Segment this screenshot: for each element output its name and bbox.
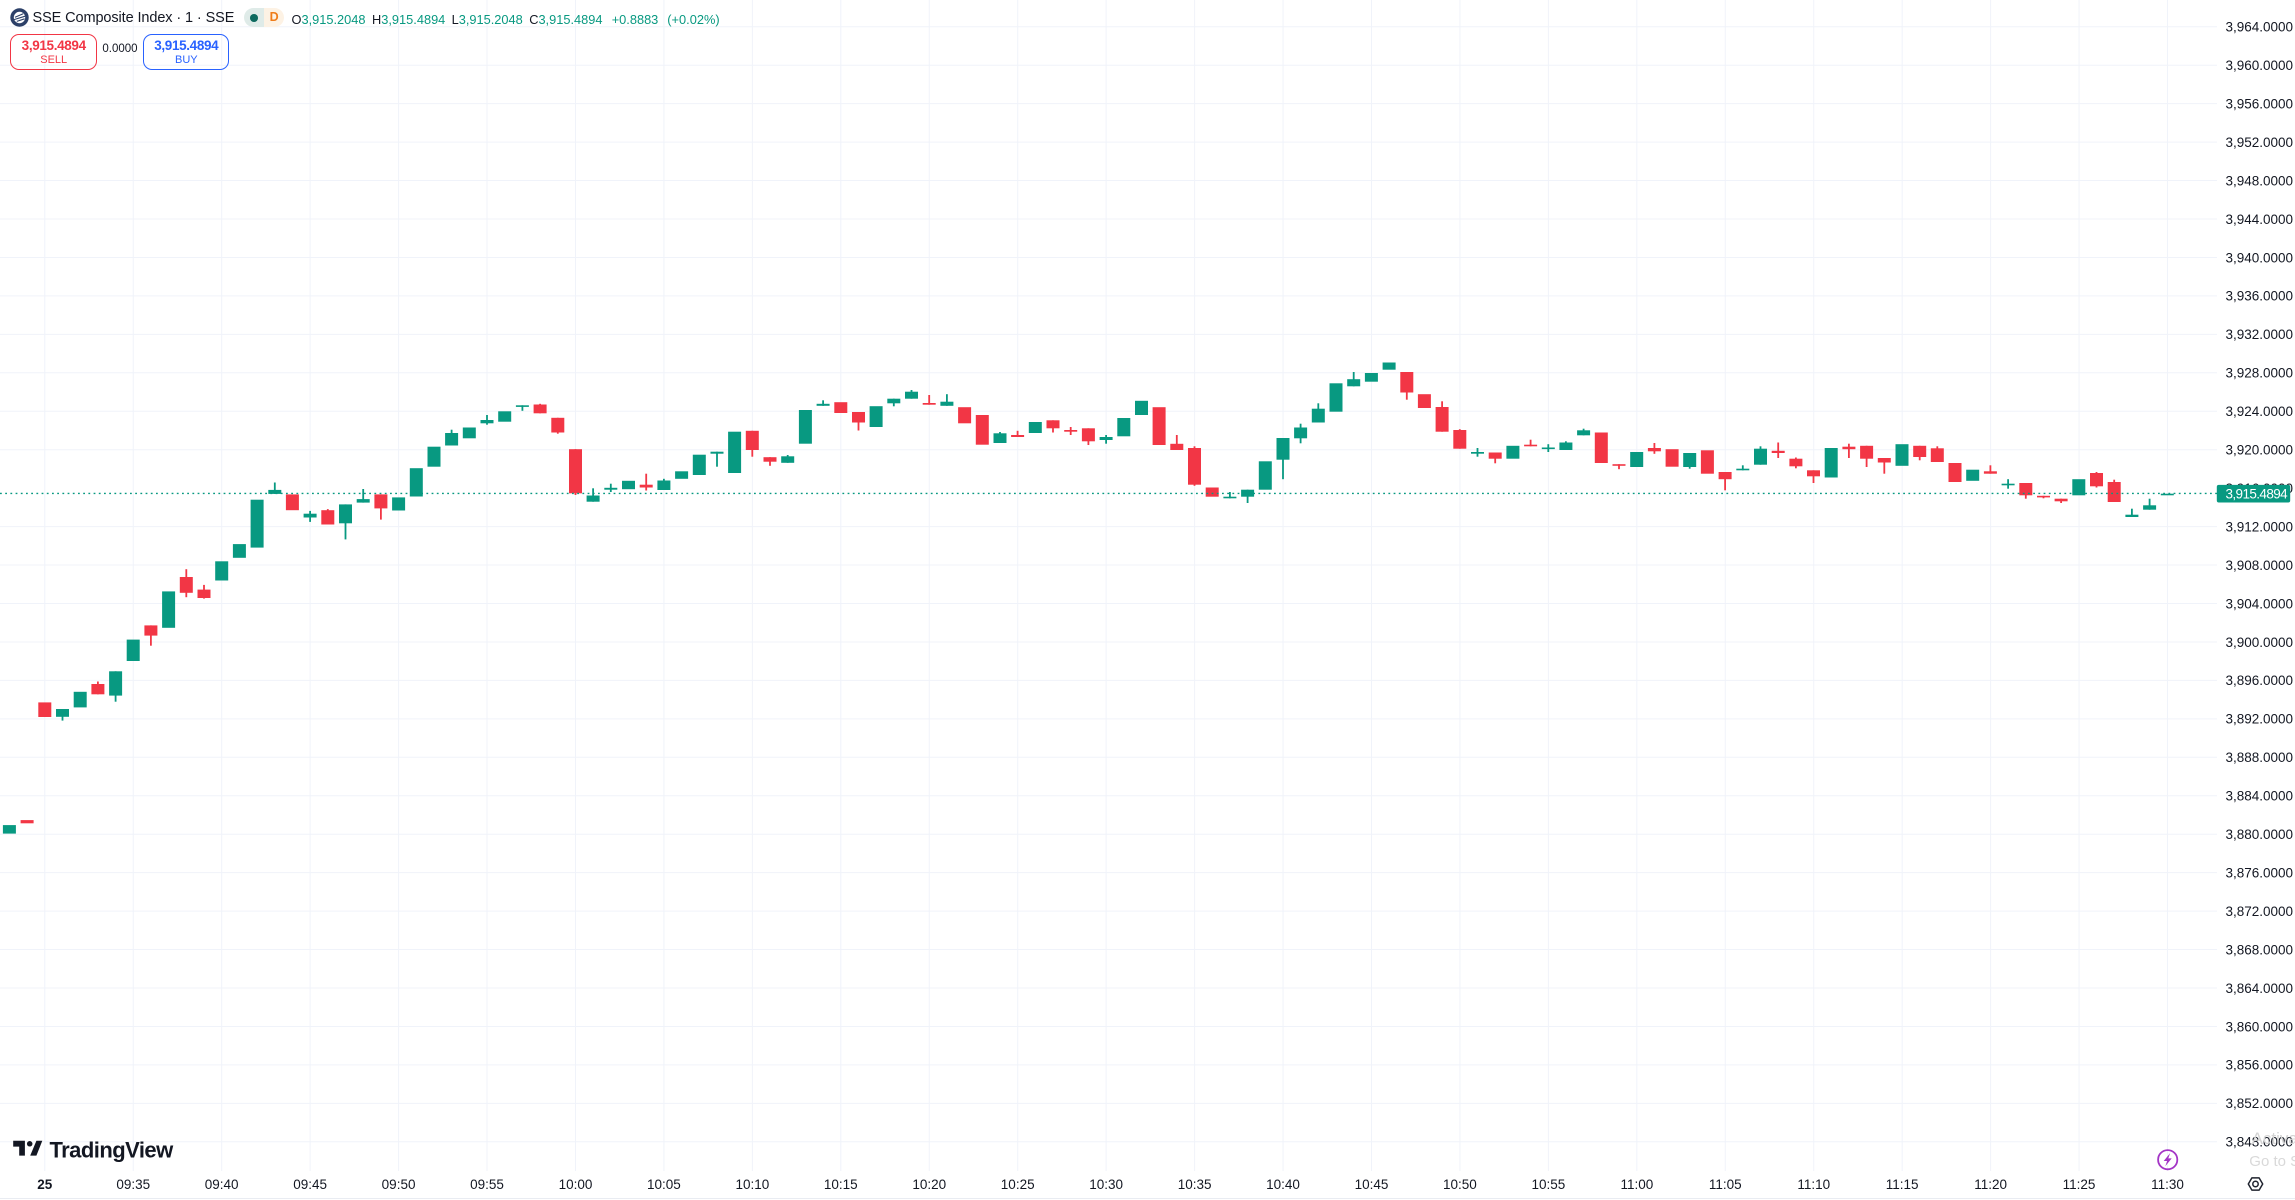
- svg-text:11:30: 11:30: [2151, 1177, 2184, 1192]
- svg-text:10:50: 10:50: [1443, 1177, 1477, 1192]
- svg-text:3,928.0000: 3,928.0000: [2226, 366, 2294, 381]
- svg-text:3,960.0000: 3,960.0000: [2226, 58, 2294, 73]
- svg-text:11:10: 11:10: [1797, 1177, 1830, 1192]
- svg-text:3,908.0000: 3,908.0000: [2226, 558, 2294, 573]
- svg-text:3,936.0000: 3,936.0000: [2226, 289, 2294, 304]
- svg-text:3,964.0000: 3,964.0000: [2226, 20, 2294, 35]
- svg-text:09:35: 09:35: [116, 1177, 150, 1192]
- svg-text:3,848.0000: 3,848.0000: [2226, 1135, 2294, 1150]
- svg-text:10:40: 10:40: [1266, 1177, 1300, 1192]
- svg-text:11:05: 11:05: [1709, 1177, 1742, 1192]
- svg-text:11:00: 11:00: [1620, 1177, 1653, 1192]
- svg-text:09:40: 09:40: [205, 1177, 239, 1192]
- svg-text:3,864.0000: 3,864.0000: [2226, 981, 2294, 996]
- svg-text:11:25: 11:25: [2063, 1177, 2096, 1192]
- svg-text:25: 25: [37, 1177, 53, 1192]
- svg-text:3,932.0000: 3,932.0000: [2226, 327, 2294, 342]
- svg-text:3,872.0000: 3,872.0000: [2226, 904, 2294, 919]
- svg-text:10:00: 10:00: [559, 1177, 593, 1192]
- svg-text:09:45: 09:45: [293, 1177, 327, 1192]
- svg-text:09:50: 09:50: [382, 1177, 416, 1192]
- svg-text:3,940.0000: 3,940.0000: [2226, 250, 2294, 265]
- svg-text:10:55: 10:55: [1531, 1177, 1565, 1192]
- svg-text:3,904.0000: 3,904.0000: [2226, 596, 2294, 611]
- svg-text:10:35: 10:35: [1178, 1177, 1212, 1192]
- svg-text:3,896.0000: 3,896.0000: [2226, 673, 2294, 688]
- svg-text:3,868.0000: 3,868.0000: [2226, 942, 2294, 957]
- svg-text:10:15: 10:15: [824, 1177, 858, 1192]
- svg-text:3,880.0000: 3,880.0000: [2226, 827, 2294, 842]
- svg-text:Activate Windows: Activate Windows: [2252, 1129, 2295, 1148]
- svg-text:3,948.0000: 3,948.0000: [2226, 173, 2294, 188]
- svg-text:10:30: 10:30: [1089, 1177, 1123, 1192]
- svg-text:TradingView: TradingView: [50, 1138, 175, 1163]
- svg-text:3,888.0000: 3,888.0000: [2226, 750, 2294, 765]
- svg-text:3,856.0000: 3,856.0000: [2226, 1058, 2294, 1073]
- svg-text:11:15: 11:15: [1886, 1177, 1919, 1192]
- svg-text:09:55: 09:55: [470, 1177, 504, 1192]
- svg-text:10:25: 10:25: [1001, 1177, 1035, 1192]
- svg-text:10:20: 10:20: [912, 1177, 946, 1192]
- svg-text:3,915.4894: 3,915.4894: [2226, 486, 2289, 501]
- svg-text:3,884.0000: 3,884.0000: [2226, 789, 2294, 804]
- svg-text:3,924.0000: 3,924.0000: [2226, 404, 2294, 419]
- svg-text:3,900.0000: 3,900.0000: [2226, 635, 2294, 650]
- svg-text:10:10: 10:10: [735, 1177, 769, 1192]
- svg-text:3,920.0000: 3,920.0000: [2226, 443, 2294, 458]
- svg-text:10:05: 10:05: [647, 1177, 681, 1192]
- svg-text:10:45: 10:45: [1355, 1177, 1389, 1192]
- svg-text:3,956.0000: 3,956.0000: [2226, 96, 2294, 111]
- svg-text:3,876.0000: 3,876.0000: [2226, 865, 2294, 880]
- svg-text:3,860.0000: 3,860.0000: [2226, 1019, 2294, 1034]
- svg-text:3,952.0000: 3,952.0000: [2226, 135, 2294, 150]
- svg-text:3,944.0000: 3,944.0000: [2226, 212, 2294, 227]
- svg-text:3,892.0000: 3,892.0000: [2226, 712, 2294, 727]
- svg-text:3,852.0000: 3,852.0000: [2226, 1096, 2294, 1111]
- svg-text:3,912.0000: 3,912.0000: [2226, 519, 2294, 534]
- svg-text:11:20: 11:20: [1974, 1177, 2007, 1192]
- svg-text:Go to Settings to activate Win: Go to Settings to activate Windows.: [2249, 1153, 2295, 1170]
